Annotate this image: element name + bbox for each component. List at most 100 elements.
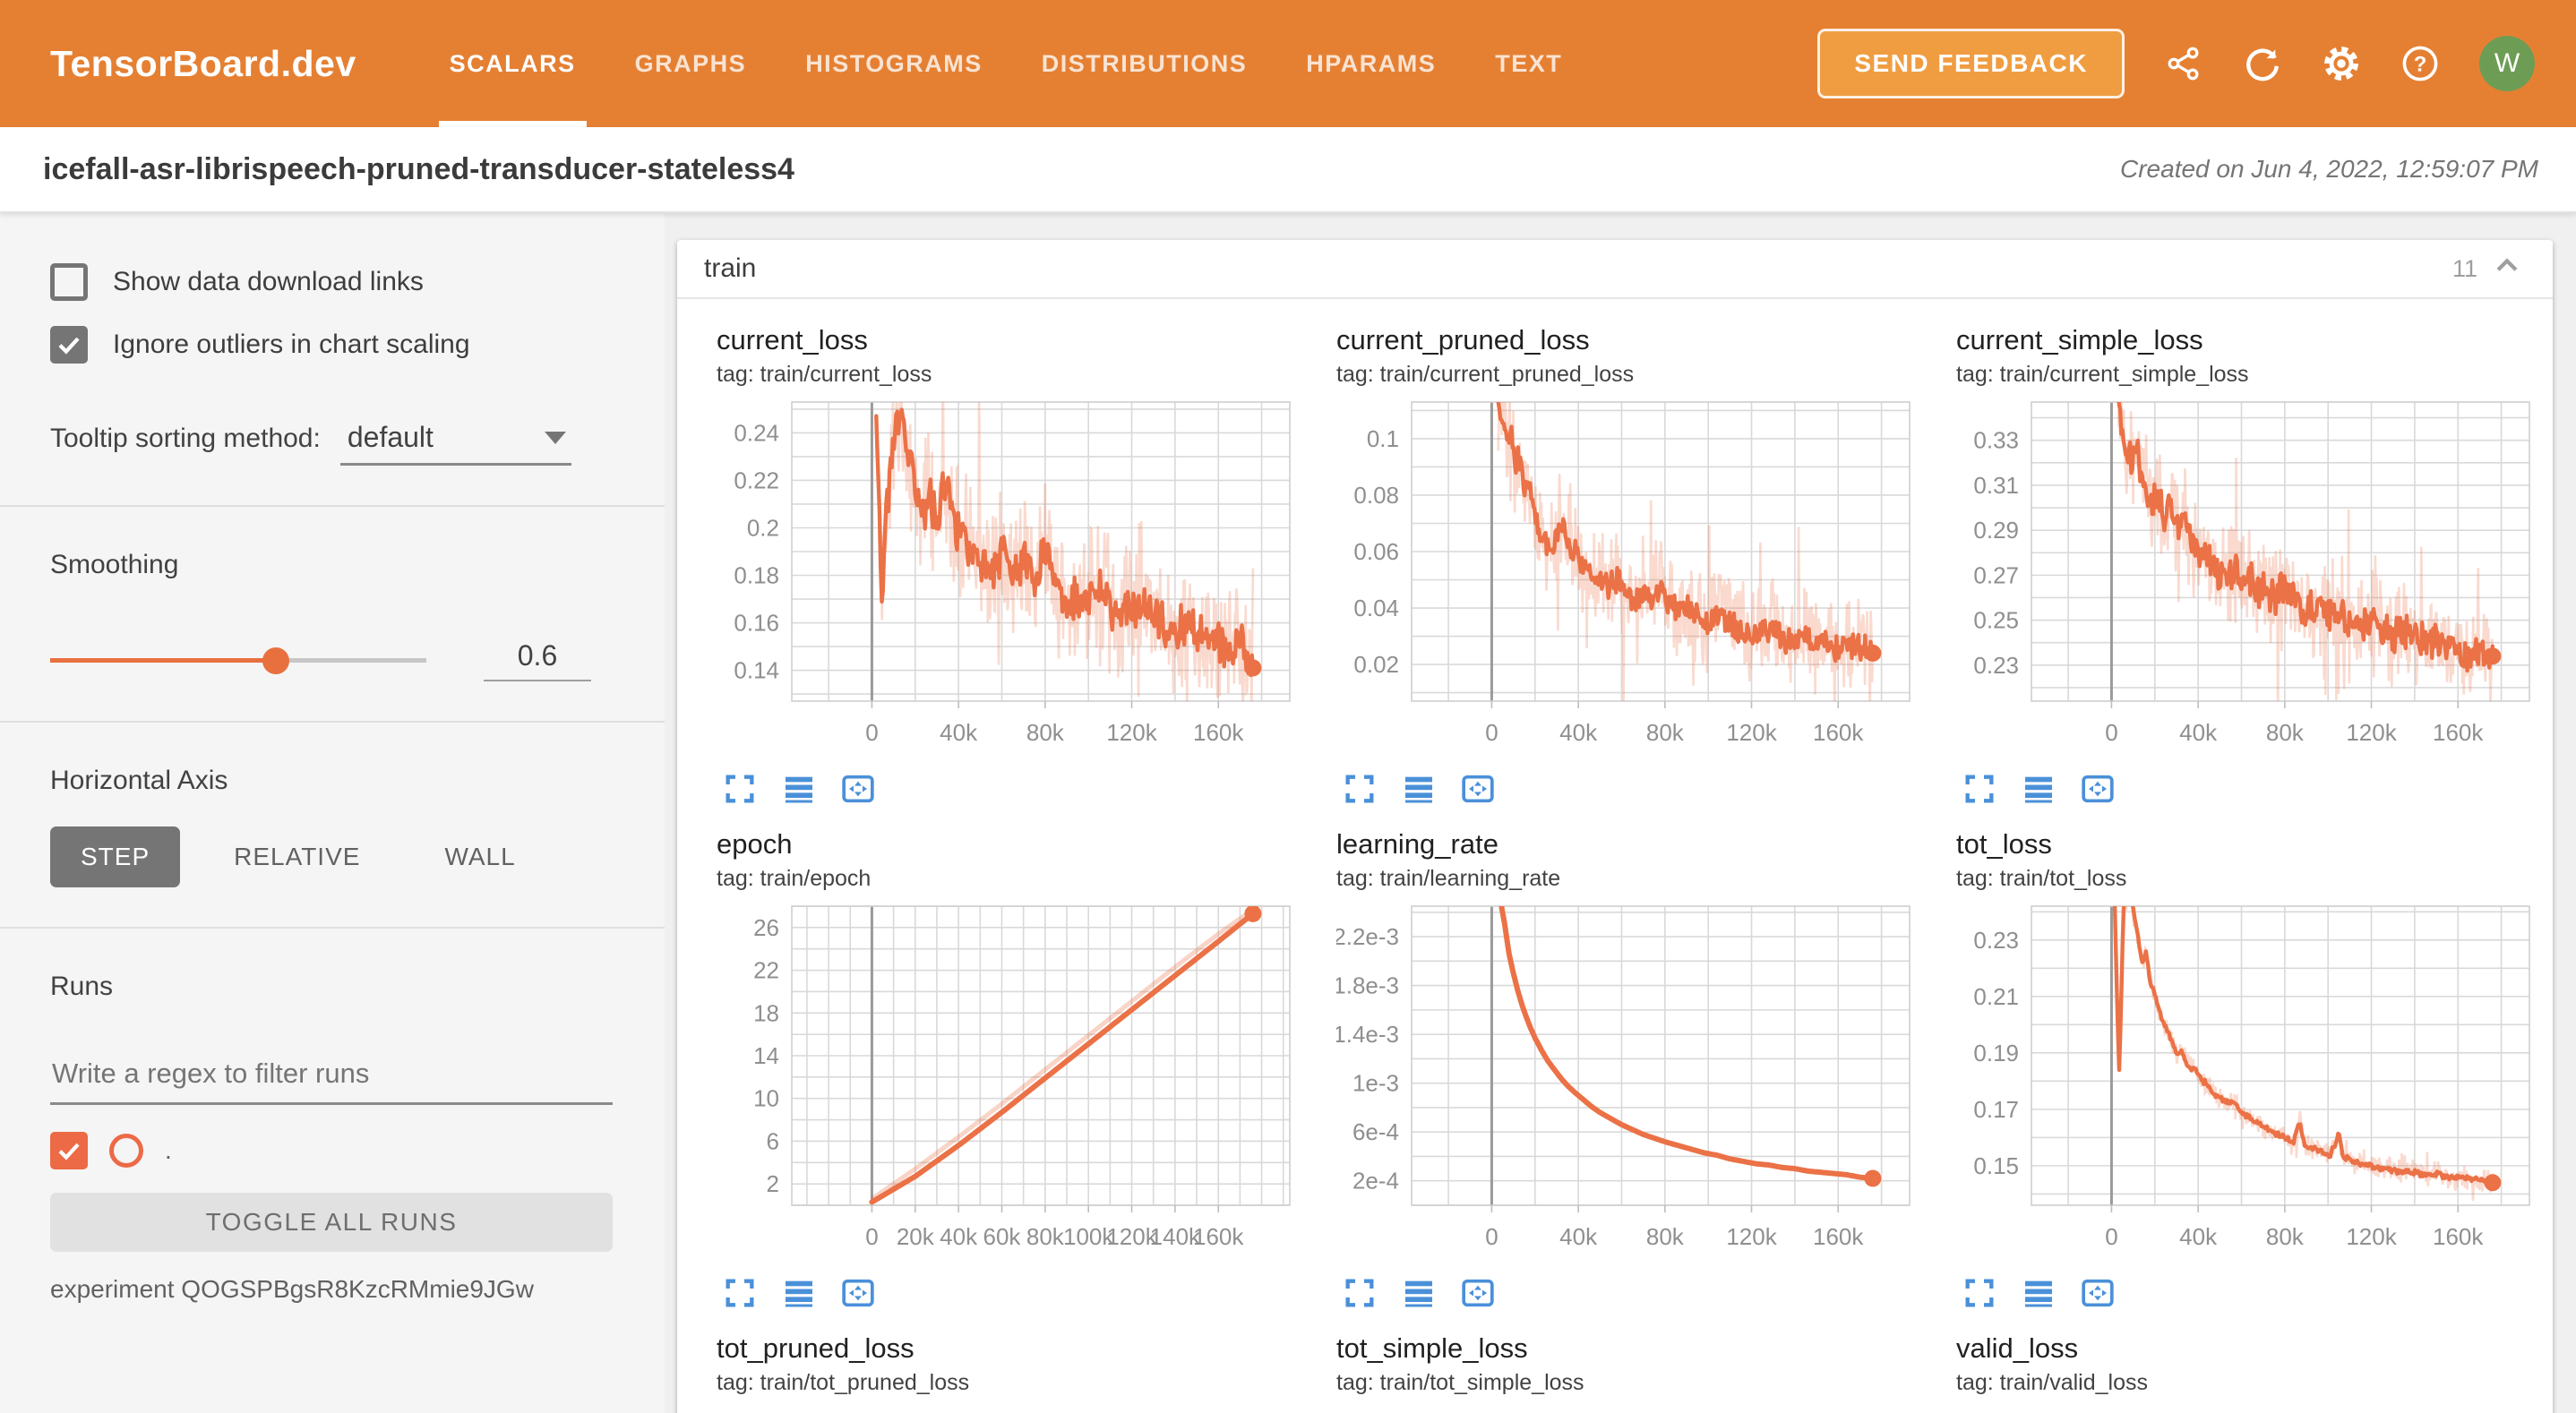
data-table-icon[interactable] <box>2021 771 2057 807</box>
svg-text:60k: 60k <box>983 1223 1022 1250</box>
svg-text:0.15: 0.15 <box>1973 1152 2019 1179</box>
svg-text:0.27: 0.27 <box>1973 561 2019 588</box>
run-color-swatch[interactable] <box>109 1134 143 1168</box>
svg-text:0.31: 0.31 <box>1973 472 2019 499</box>
chart-plot-learning_rate[interactable]: 0 40k 80k 120k 160k 2e-4 6e-4 1e-3 1.4e-3 1.8e-3 2… <box>1336 899 1931 1270</box>
tab-scalars[interactable]: SCALARS <box>438 0 587 127</box>
chart-actions <box>1336 771 1931 807</box>
ignore-outliers-checkbox[interactable] <box>50 326 88 364</box>
chart-plot-epoch[interactable]: 0 20k 40k 60k 80k 100k120k140k160k26101418222… <box>717 899 1311 1270</box>
smoothing-slider-thumb[interactable] <box>262 647 289 674</box>
fullscreen-icon[interactable] <box>1962 771 1997 807</box>
chart-tag: tag: train/tot_pruned_loss <box>717 1370 970 1395</box>
smoothing-label: Smoothing <box>50 550 179 579</box>
dashboard-main: train 11 current_loss tag: train/current_… <box>665 213 2576 1413</box>
ignore-outliers-checkbox-row[interactable]: Ignore outliers in chart scaling <box>50 326 613 364</box>
tab-distributions[interactable]: DISTRIBUTIONS <box>1041 49 1248 77</box>
fit-domain-icon[interactable] <box>1460 1275 1496 1311</box>
fullscreen-icon[interactable] <box>1342 1275 1378 1311</box>
svg-text:40k: 40k <box>1559 1223 1598 1250</box>
chart-plot-current_pruned_loss[interactable]: 0 40k 80k 120k 160k 0.02 0.04 0.06 0.08 0.1 <box>1336 395 1931 766</box>
toggle-all-runs-button[interactable]: TOGGLE ALL RUNS <box>50 1193 613 1252</box>
svg-text:0: 0 <box>2105 1223 2117 1250</box>
horizontal-axis-options: STEP RELATIVE WALL <box>50 826 613 887</box>
tab-graphs[interactable]: GRAPHS <box>634 49 747 77</box>
svg-text:0.06: 0.06 <box>1353 538 1399 565</box>
smoothing-slider-fill <box>50 658 276 663</box>
horizontal-axis-label: Horizontal Axis <box>50 766 228 795</box>
chart-current_pruned_loss: current_pruned_loss tag: train/current_pr… <box>1336 324 1931 807</box>
divider <box>0 927 665 929</box>
svg-text:0.23: 0.23 <box>1973 927 2019 954</box>
axis-option-step[interactable]: STEP <box>50 826 181 887</box>
refresh-icon[interactable] <box>2243 44 2282 83</box>
show-download-links-label: Show data download links <box>113 267 424 296</box>
fit-domain-icon[interactable] <box>2080 1275 2116 1311</box>
experiment-id-label: experiment QOGSPBgsR8KzcRMmie9JGw <box>50 1275 534 1303</box>
fullscreen-icon[interactable] <box>1342 771 1378 807</box>
svg-text:0: 0 <box>865 1223 878 1250</box>
chart-title: current_simple_loss <box>1956 324 2203 355</box>
divider <box>0 505 665 507</box>
svg-text:0.25: 0.25 <box>1973 607 2019 634</box>
chart-title: valid_loss <box>1956 1332 2079 1364</box>
data-table-icon[interactable] <box>1401 771 1437 807</box>
smoothing-slider[interactable] <box>50 647 426 674</box>
chart-title: tot_simple_loss <box>1336 1332 1528 1364</box>
data-table-icon[interactable] <box>1401 1275 1437 1311</box>
share-icon[interactable] <box>2164 44 2203 83</box>
fit-domain-icon[interactable] <box>840 771 876 807</box>
svg-text:1e-3: 1e-3 <box>1352 1070 1399 1097</box>
svg-text:0.18: 0.18 <box>734 562 779 589</box>
svg-text:6e-4: 6e-4 <box>1352 1118 1399 1145</box>
chart-plot-current_loss[interactable]: 0 40k 80k 120k 160k 0.14 0.16 0.18 0.2 0.22 0.24 <box>717 395 1311 766</box>
data-table-icon[interactable] <box>2021 1275 2057 1311</box>
fit-domain-icon[interactable] <box>840 1275 876 1311</box>
chart-plot-current_simple_loss[interactable]: 0 40k 80k 120k 160k 0.23 0.25 0.27 0.29 0.31 0.33 <box>1956 395 2551 766</box>
chart-current_simple_loss: current_simple_loss tag: train/current_si… <box>1956 324 2551 807</box>
run-row[interactable]: . <box>50 1132 613 1169</box>
tab-text[interactable]: TEXT <box>1495 49 1563 77</box>
fullscreen-icon[interactable] <box>722 771 758 807</box>
tab-hparams[interactable]: HPARAMS <box>1306 49 1437 77</box>
axis-option-relative[interactable]: RELATIVE <box>234 843 361 870</box>
train-section-count: 11 <box>2452 251 2522 287</box>
data-table-icon[interactable] <box>781 771 817 807</box>
svg-text:0.19: 0.19 <box>1973 1040 2019 1066</box>
tooltip-sorting-select[interactable]: default <box>339 419 571 466</box>
chevron-down-icon <box>544 431 566 444</box>
svg-text:120k: 120k <box>2346 1223 2397 1250</box>
tab-histograms[interactable]: HISTOGRAMS <box>805 49 983 77</box>
chart-epoch: epoch tag: train/epoch 0 20k 40k 60k 80k 100k 12… <box>717 828 1311 1311</box>
chart-tag: tag: train/current_simple_loss <box>1956 362 2249 387</box>
svg-text:14: 14 <box>753 1042 779 1069</box>
svg-text:0.04: 0.04 <box>1353 595 1399 621</box>
show-download-links-checkbox[interactable] <box>50 263 88 301</box>
send-feedback-button[interactable]: SEND FEEDBACK <box>1817 29 2125 98</box>
fullscreen-icon[interactable] <box>722 1275 758 1311</box>
train-section-header[interactable]: train 11 <box>677 240 2553 299</box>
top-app-bar: TensorBoard.dev SCALARS GRAPHS HISTOGRAMS D… <box>0 0 2576 127</box>
svg-text:?: ? <box>2414 52 2427 76</box>
svg-text:40k: 40k <box>2179 719 2218 746</box>
run-checkbox[interactable] <box>50 1132 88 1169</box>
chart-title: current_pruned_loss <box>1336 324 1590 355</box>
svg-text:1.8e-3: 1.8e-3 <box>1336 972 1399 999</box>
chart-actions <box>717 771 1311 807</box>
fit-domain-icon[interactable] <box>1460 771 1496 807</box>
fullscreen-icon[interactable] <box>1962 1275 1997 1311</box>
data-table-icon[interactable] <box>781 1275 817 1311</box>
settings-sidebar: Show data download links Ignore outliers… <box>0 213 665 1413</box>
chevron-up-icon[interactable] <box>2492 251 2522 287</box>
fit-domain-icon[interactable] <box>2080 771 2116 807</box>
chart-plot-tot_loss[interactable]: 0 40k 80k 120k 160k 0.15 0.17 0.19 0.21 0.23 <box>1956 899 2551 1270</box>
smoothing-value[interactable]: 0.6 <box>484 639 591 681</box>
show-download-links-checkbox-row[interactable]: Show data download links <box>50 263 613 301</box>
runs-label: Runs <box>50 972 114 1001</box>
chart-tag: tag: train/tot_simple_loss <box>1336 1370 1584 1395</box>
settings-icon[interactable] <box>2322 44 2361 83</box>
axis-option-wall[interactable]: WALL <box>444 843 516 870</box>
help-icon[interactable]: ? <box>2400 44 2440 83</box>
avatar[interactable]: W <box>2479 36 2535 91</box>
runs-regex-input[interactable] <box>50 1052 613 1105</box>
